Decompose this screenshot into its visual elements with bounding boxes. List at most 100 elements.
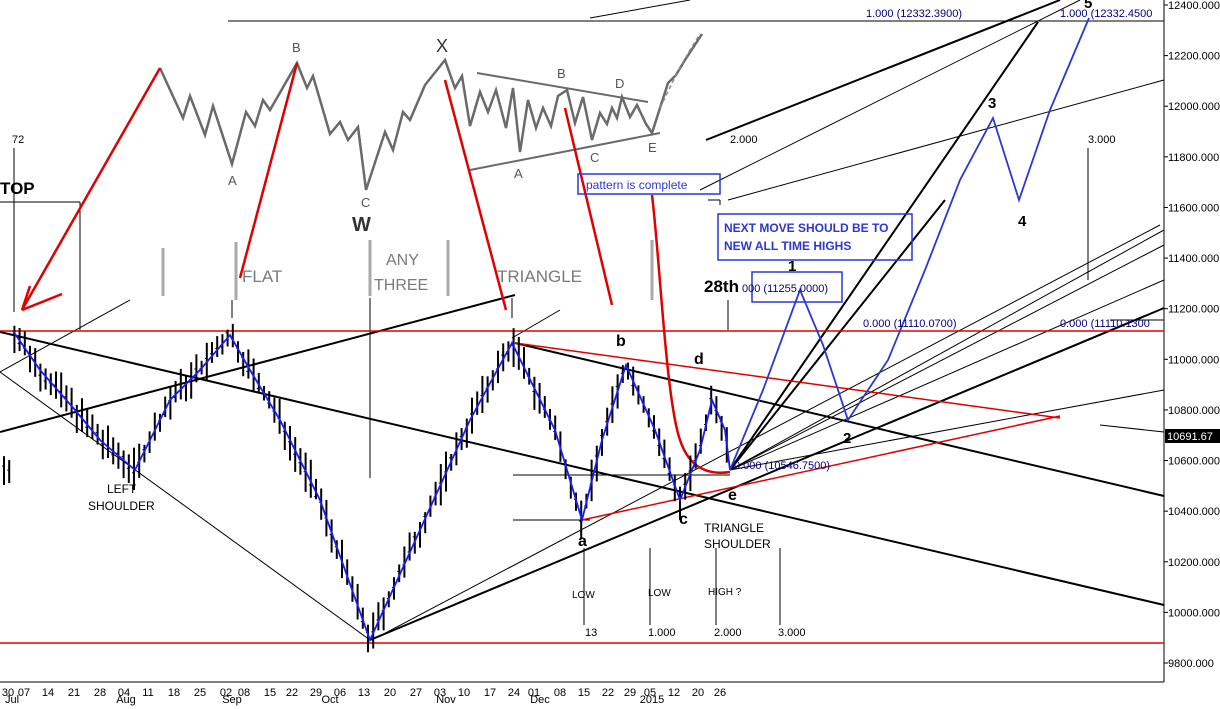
wave-e: e: [728, 487, 737, 504]
x-tick-label: 30: [2, 687, 14, 699]
inset-D: D: [615, 76, 624, 91]
inset-X: X: [436, 36, 448, 56]
last-value-box: [1165, 429, 1220, 443]
x-tick-label: 12: [668, 687, 680, 699]
x-tick-label: 22: [602, 687, 614, 699]
inset-triangle-bottom: [469, 132, 661, 171]
trendline-to-5: [729, 21, 1039, 471]
triangle-lower: [581, 415, 1061, 521]
label-28th: 28th: [704, 277, 739, 296]
red-arrows: [20, 62, 731, 474]
time-low-1: LOW: [572, 590, 595, 601]
time-3000: 3.000: [778, 627, 806, 639]
y-tick-label: 10400.000: [1168, 506, 1220, 518]
x-tick-label: 04: [118, 687, 130, 699]
y-tick-label: 10200.000: [1168, 557, 1220, 569]
inset-flat-label: FLAT: [242, 267, 282, 286]
target-11255-label: 000 (11255.0000): [742, 283, 828, 295]
time-13: 13: [585, 627, 597, 639]
x-tick-label: 29: [624, 687, 636, 699]
wave-a: a: [578, 533, 587, 550]
x-tick-label: 22: [286, 687, 298, 699]
x-tick-label: 20: [692, 687, 704, 699]
x-tick-label: 03: [434, 687, 446, 699]
inset-any-label: ANY: [386, 252, 419, 269]
left-shoulder-2: SHOULDER: [88, 499, 155, 513]
wave-1: 1: [788, 258, 796, 275]
x-tick-label: 28: [94, 687, 106, 699]
tri-shoulder-2: SHOULDER: [704, 537, 771, 551]
fib-10546: 0.000 (10546.7500): [734, 460, 830, 472]
left-shoulder-1: LEFT: [107, 482, 137, 496]
inset-B2: B: [557, 66, 566, 81]
month-label: Nov: [436, 694, 456, 706]
inset-W: W: [352, 214, 371, 236]
inset-E: E: [648, 140, 657, 155]
fib-2000: 2.000: [730, 134, 758, 146]
wave-3: 3: [988, 95, 996, 112]
inset-triangle-top: [476, 72, 649, 103]
inset-pattern: FLAT ANY THREE TRIANGLE A B C W X A B C …: [158, 33, 704, 300]
month-label: Sep: [222, 694, 242, 706]
y-tick-label: 11400.000: [1168, 253, 1219, 265]
y-tick-label: 10600.000: [1168, 456, 1220, 468]
x-tick-label: 29: [310, 687, 322, 699]
fib-72: 72: [12, 134, 24, 146]
x-tick-label: 01: [528, 687, 540, 699]
inset-C2: C: [590, 150, 599, 165]
y-tick-label: 11200.000: [1168, 304, 1219, 316]
trendline-top: [705, 0, 1061, 141]
y-tick-label: 11000.000: [1168, 354, 1219, 366]
x-tick-label: 26: [714, 687, 726, 699]
x-tick-label: 08: [238, 687, 250, 699]
inset-three-label: THREE: [374, 277, 428, 294]
pattern-complete-box: [577, 173, 721, 195]
trendline-channel-lower: [0, 331, 1165, 606]
inset-pattern-line: [158, 33, 704, 191]
wave-c: c: [679, 511, 688, 528]
inset-A1: A: [228, 173, 237, 188]
wave-b: b: [616, 333, 626, 350]
trendline-upper-left: [0, 294, 516, 433]
x-tick-label: 20: [384, 687, 396, 699]
x-tick-label: 21: [68, 687, 80, 699]
x-tick-label: 14: [42, 687, 54, 699]
x-tick-label: 17: [484, 687, 496, 699]
triangle-upper: [514, 342, 1061, 419]
x-tick-label: 08: [554, 687, 566, 699]
last-value-label: 10691.67: [1167, 431, 1213, 443]
y-tick-label: 10000.000: [1168, 607, 1220, 619]
x-tick-label: 02: [220, 687, 232, 699]
month-label: 2015: [640, 694, 664, 706]
tri-shoulder-1: TRIANGLE: [704, 521, 764, 535]
red-levels: [0, 330, 1164, 644]
pattern-complete-text: pattern is complete: [586, 178, 688, 192]
x-tick-label: 24: [508, 687, 520, 699]
wave-4: 4: [1018, 213, 1027, 230]
month-label: Oct: [321, 694, 338, 706]
y-tick-label: 12400.000: [1168, 0, 1220, 12]
y-tick-label: 11800.000: [1168, 152, 1219, 164]
x-tick-label: 05: [644, 687, 656, 699]
inset-B1: B: [292, 40, 301, 55]
next-move-line2: NEW ALL TIME HIGHS: [724, 239, 851, 253]
label-top: TOP: [0, 179, 35, 198]
y-tick-label: 9800.000: [1168, 658, 1214, 670]
next-move-line1: NEXT MOVE SHOULD BE TO: [724, 221, 888, 235]
x-tick-label: 10: [458, 687, 470, 699]
month-label: Dec: [530, 694, 550, 706]
y-axis: 12400.000 12200.000 12000.000 11800.000 1160…: [1163, 0, 1220, 682]
inset-triangle-label: TRIANGLE: [497, 267, 582, 286]
fib-1000-b: 1.000 (12332.4500: [1060, 8, 1152, 20]
wave-5: 5: [1084, 0, 1092, 12]
x-tick-label: 18: [168, 687, 180, 699]
next-move-box: [717, 213, 913, 261]
fib-3000: 3.000: [1088, 134, 1116, 146]
x-tick-label: 27: [410, 687, 422, 699]
fib-0000-b: 0.000 (11110.1300: [1060, 318, 1150, 330]
x-tick-label: 15: [264, 687, 276, 699]
x-tick-label: 06: [334, 687, 346, 699]
fib-1000-a: 1.000 (12332.3900): [866, 8, 962, 20]
trendline-rising: [369, 307, 1165, 641]
